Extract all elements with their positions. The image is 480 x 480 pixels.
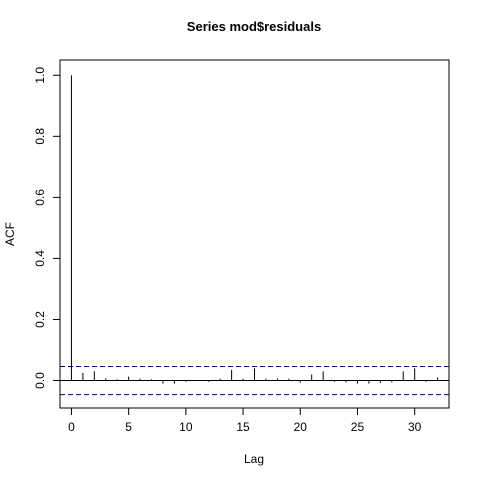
y-axis-label: ACF (3, 222, 17, 246)
x-axis-label: Lag (244, 452, 264, 466)
y-tick-label-2: 0.4 (33, 250, 47, 267)
y-tick-label-5: 1.0 (33, 67, 47, 84)
x-tick-label-20: 20 (294, 420, 308, 434)
y-tick-label-4: 0.8 (33, 128, 47, 145)
y-tick-label-0: 0.0 (33, 372, 47, 389)
x-tick-label-0: 0 (68, 420, 75, 434)
axes: 0 5 10 15 20 25 30 0.0 0.2 0.4 0.6 0.8 1.0 (33, 67, 422, 434)
y-tick-label-3: 0.6 (33, 189, 47, 206)
plot-area (60, 75, 449, 396)
x-tick-label-5: 5 (125, 420, 132, 434)
chart-title: Series mod$residuals (187, 19, 321, 34)
x-tick-label-15: 15 (236, 420, 250, 434)
x-tick-label-30: 30 (408, 420, 422, 434)
plot-frame (59, 59, 450, 409)
x-tick-label-10: 10 (179, 420, 193, 434)
x-tick-label-25: 25 (351, 420, 365, 434)
y-tick-label-1: 0.2 (33, 311, 47, 328)
